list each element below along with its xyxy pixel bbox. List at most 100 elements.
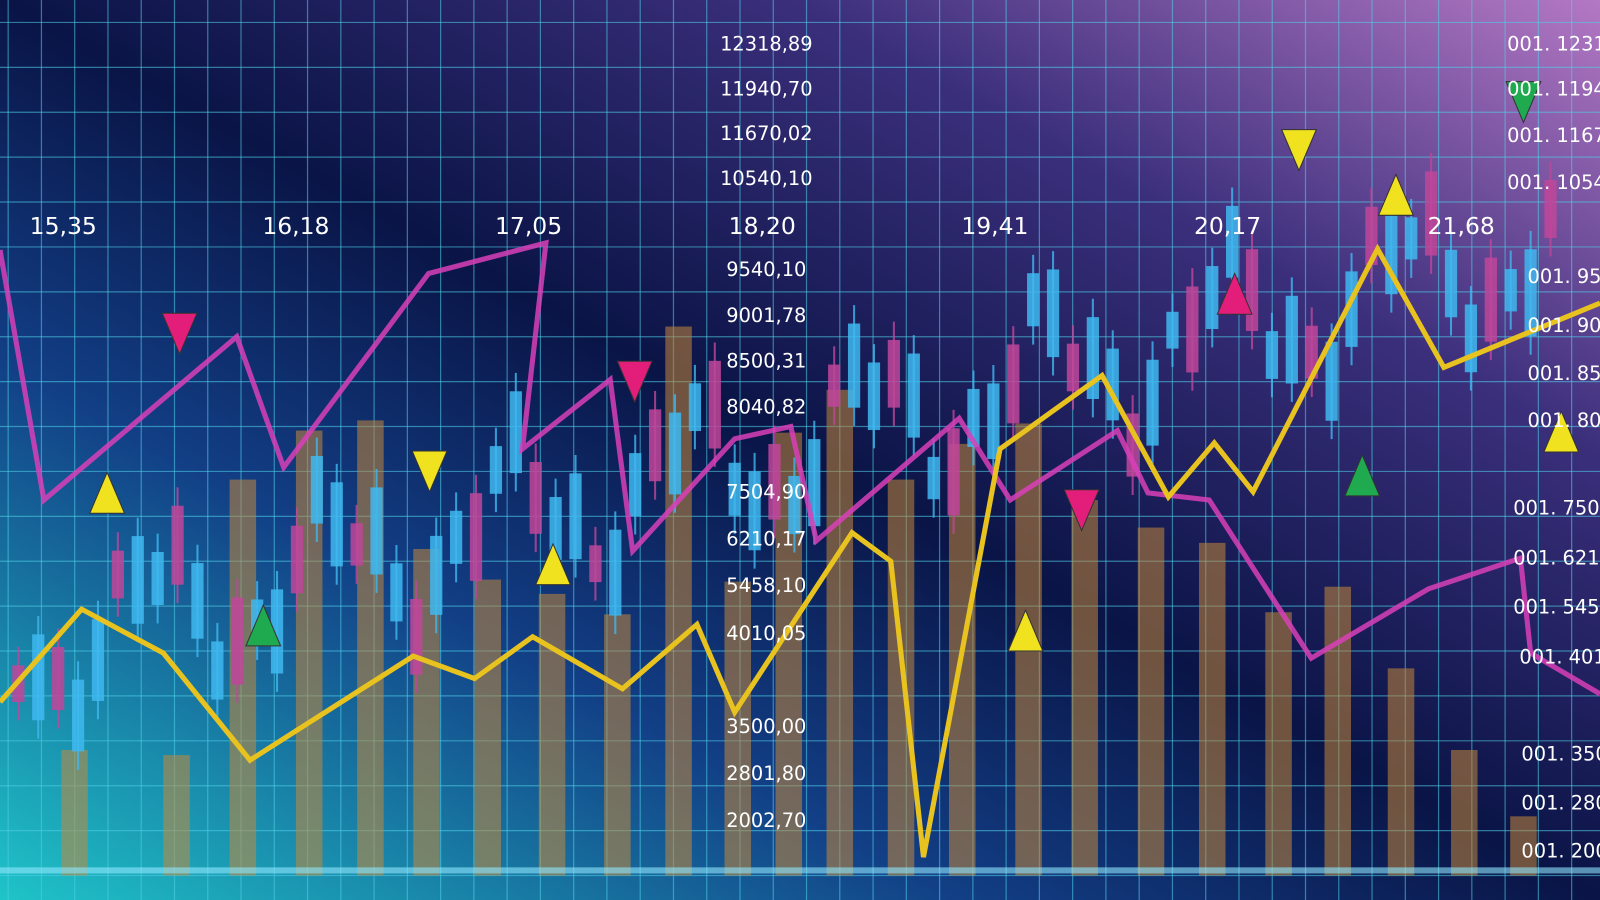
candle-body (569, 473, 582, 560)
candle-body (609, 529, 622, 616)
candle-body (171, 505, 184, 585)
candle-body (1226, 205, 1239, 278)
triangle-marker (245, 603, 282, 647)
candle-body (847, 323, 861, 408)
x-label: 20,17 (1194, 212, 1261, 240)
candle-body (1046, 269, 1060, 358)
center-label: 8040,82 (726, 396, 806, 419)
right-label: 001. 1054 (1507, 171, 1600, 194)
candle-body (151, 551, 164, 606)
x-label: 19,41 (961, 212, 1028, 240)
volume-bar (1387, 668, 1415, 876)
triangle-marker (534, 542, 572, 586)
candle-body (1166, 311, 1179, 349)
candle-body (330, 482, 343, 567)
candle-body (350, 523, 363, 566)
candle-body (509, 391, 522, 474)
candle-body (1524, 249, 1537, 337)
magenta-line (0, 239, 1600, 697)
right-label: 001. 401 (1519, 646, 1600, 669)
candle-body (867, 362, 881, 431)
candle-body (52, 647, 65, 711)
candle-body (1464, 304, 1478, 373)
volume-bars (61, 326, 1537, 876)
candle-body (32, 634, 45, 721)
candle-body (529, 462, 542, 534)
yellow-line (0, 243, 1600, 858)
x-label: 16,18 (262, 212, 329, 240)
candle-body (1146, 359, 1159, 446)
volume-bar (887, 479, 915, 876)
volume-bar (724, 581, 752, 876)
candle-body (1007, 344, 1020, 424)
candle-body (768, 443, 781, 520)
triangle-marker (161, 312, 198, 356)
candle-body (1285, 295, 1298, 384)
candle-body (1544, 179, 1557, 238)
candle-body (290, 525, 304, 594)
right-label: 001. 621 (1513, 547, 1599, 570)
volume-bar (474, 579, 502, 876)
triangle-marker (616, 360, 653, 404)
candle-body (1027, 273, 1040, 327)
candle-body (1265, 331, 1279, 379)
candle-body (231, 597, 244, 685)
glow-strip (0, 867, 1600, 874)
candle-body (191, 563, 204, 639)
right-label: 001. 350 (1521, 743, 1600, 766)
candle-body (450, 510, 463, 564)
center-label: 10540,10 (720, 167, 812, 190)
candle-body (211, 641, 224, 700)
candle-body (748, 471, 761, 551)
candle-body (1405, 217, 1418, 260)
candle-body (589, 545, 602, 583)
triangle-marker (411, 450, 448, 494)
right-label: 001. 1167 (1507, 124, 1600, 147)
volume-bar (1198, 542, 1226, 876)
candle-body (788, 475, 801, 535)
center-label: 11940,70 (720, 77, 812, 100)
candle-body (1305, 325, 1318, 379)
center-label: 3500,00 (726, 715, 806, 738)
center-label: 6210,17 (726, 527, 806, 550)
signal-markers (89, 81, 1580, 652)
right-label: 001. 280 (1521, 792, 1600, 815)
volume-bar (665, 326, 692, 876)
center-label: 12318,89 (720, 32, 812, 55)
candle-body (111, 550, 124, 599)
candle-body (987, 383, 1000, 460)
candle-body (927, 456, 940, 500)
volume-bar (1510, 816, 1537, 876)
candle-body (91, 619, 105, 701)
candle-body (131, 536, 144, 624)
right-label: 001. 80 (1528, 409, 1600, 432)
center-label: 2801,80 (726, 762, 806, 785)
candle-body (469, 493, 483, 581)
triangle-marker (1280, 129, 1318, 172)
candle-body (370, 487, 383, 575)
right-label: 001. 1231 (1507, 32, 1600, 55)
candle-body (1186, 286, 1199, 373)
candle-body (828, 364, 841, 407)
center-label: 2002,70 (726, 809, 806, 832)
volume-bar (826, 389, 854, 876)
candle-body (310, 455, 323, 524)
center-label: 8500,31 (726, 350, 806, 373)
triangle-marker (1344, 453, 1381, 497)
triangle-marker (1216, 272, 1253, 315)
triangle-marker (1377, 173, 1415, 216)
candle-body (1425, 171, 1438, 256)
center-label: 5458,10 (726, 574, 806, 597)
candle-body (907, 353, 920, 438)
x-label: 17,05 (495, 212, 562, 240)
candle-body (808, 439, 821, 527)
volume-bar (538, 593, 566, 876)
volume-bar (1137, 527, 1165, 876)
candle-body (887, 339, 900, 408)
candle-body (728, 462, 741, 516)
candle-body (1484, 257, 1497, 342)
right-label: 001. 85 (1528, 362, 1600, 385)
volume-bar (1324, 586, 1352, 876)
labels: 15,35 16,18 17,05 18,20 19,41 20,17 21,68 12318… (30, 32, 1600, 862)
